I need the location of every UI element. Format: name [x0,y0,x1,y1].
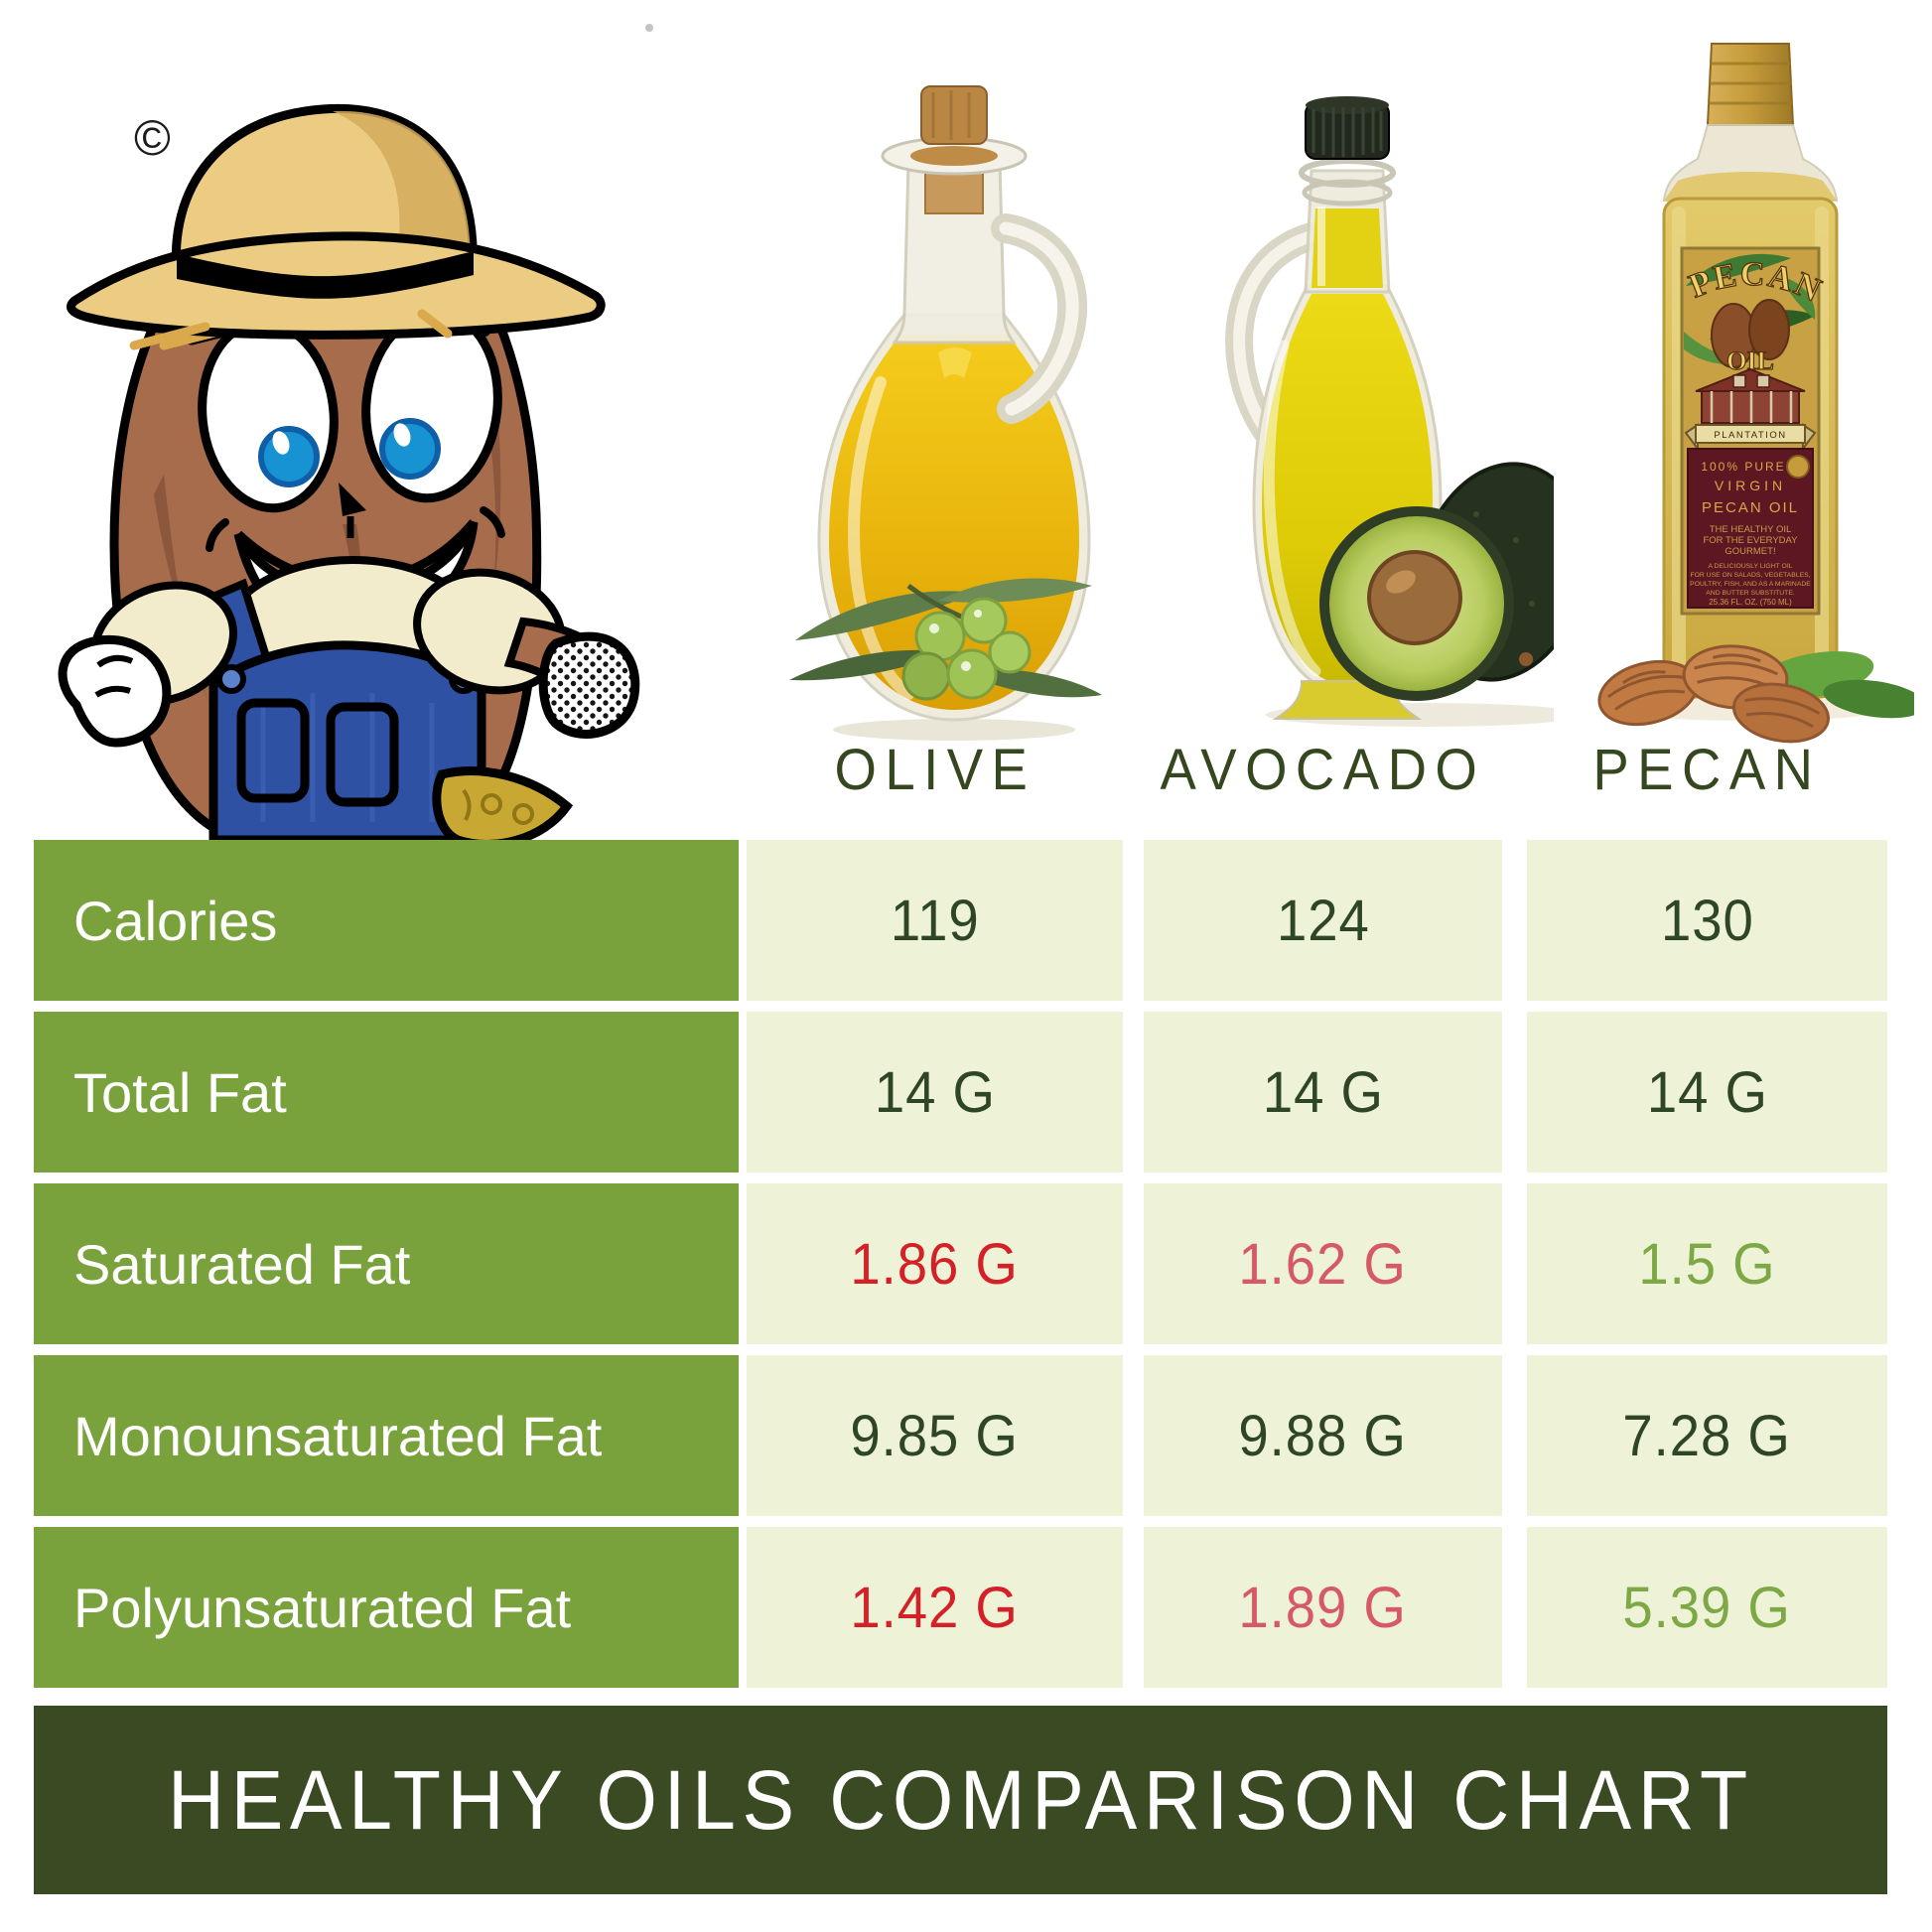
olive-branch [789,578,1102,701]
row-label: Monounsaturated Fat [34,1355,739,1516]
row-label: Total Fat [34,1012,739,1173]
volume-text: 25.36 FL. OZ. (750 ML) [1709,598,1792,607]
svg-text:FOR USE ON SALADS, VEGETABLES,: FOR USE ON SALADS, VEGETABLES, [1690,572,1810,579]
cell-avocado-calories: 124 [1144,840,1502,1001]
table-row-calories: Calories 119 124 130 [34,840,1887,1001]
cell-avocado-monounsaturated-fat: 9.88 G [1144,1355,1502,1516]
svg-text:A DELICIOUSLY LIGHT OIL: A DELICIOUSLY LIGHT OIL [1709,563,1793,570]
plantation-house-art [1695,367,1806,424]
mascot-left-glove [58,581,237,748]
row-label: Saturated Fat [34,1183,739,1344]
pecan-farmer-mascot-illustration: © [58,103,640,842]
title-banner: HEALTHY OILS COMPARISON CHART [34,1706,1887,1894]
column-header-pecan: PECAN [1592,737,1822,802]
maroon-panel: 100% PURE VIRGIN PECAN OIL THE HEALTHY O… [1687,448,1814,609]
page-title: HEALTHY OILS COMPARISON CHART [167,1752,1754,1847]
cell-olive-polyunsaturated-fat: 1.42 G [747,1527,1123,1688]
mascot-gold-kerchief [432,766,574,842]
column-header-avocado: AVOCADO [1160,737,1486,802]
svg-text:AND BUTTER SUBSTITUTE.: AND BUTTER SUBSTITUTE. [1706,590,1795,597]
cell-avocado-saturated-fat: 1.62 G [1144,1183,1502,1344]
table-row-saturated-fat: Saturated Fat 1.86 G 1.62 G 1.5 G [34,1183,1887,1344]
tagline3: GOURMET! [1725,546,1775,557]
cell-pecan-total-fat: 14 G [1527,1012,1887,1173]
cell-olive-monounsaturated-fat: 9.85 G [747,1355,1123,1516]
pure-text: 100% PURE [1701,460,1785,474]
cell-olive-calories: 119 [747,840,1123,1001]
svg-text:POULTRY, FISH, AND AS A MARINA: POULTRY, FISH, AND AS A MARINADE [1690,581,1811,588]
speck-dot [645,24,653,32]
avocado-half [1319,506,1514,701]
olive-oil-bottle-illustration [789,85,1102,741]
row-label: Polyunsaturated Fat [34,1527,739,1688]
oil-column-headers: OLIVE AVOCADO PECAN [34,731,1887,808]
ribbon-text: PLANTATION [1714,430,1786,441]
comparison-table: Calories 119 124 130 Total Fat 14 G 14 G… [34,840,1887,1699]
cork-stopper [920,85,988,145]
row-label: Calories [34,840,739,1001]
cell-pecan-polyunsaturated-fat: 5.39 G [1527,1527,1887,1688]
pecan-oil-bottle-illustration: PECAN OIL PLANTATION 100% PURE VIRGIN [1597,43,1914,744]
cell-avocado-total-fat: 14 G [1144,1012,1502,1173]
bottle-shadow [833,719,1075,741]
cell-pecan-monounsaturated-fat: 7.28 G [1527,1355,1887,1516]
table-row-total-fat: Total Fat 14 G 14 G 14 G [34,1012,1887,1173]
tagline2: FOR THE EVERYDAY [1703,535,1798,546]
label-ribbon: PLANTATION [1684,423,1817,452]
virgin-text: VIRGIN [1715,478,1786,493]
mascot-right-glove [413,568,640,739]
pecan-bottle-label: PECAN OIL PLANTATION 100% PURE VIRGIN [1680,246,1827,616]
pecan-nuts [1597,644,1914,744]
mascot-straw-hat [67,103,606,350]
tagline1: THE HEALTHY OIL [1710,524,1792,535]
cell-pecan-saturated-fat: 1.5 G [1527,1183,1887,1344]
cell-avocado-polyunsaturated-fat: 1.89 G [1144,1527,1502,1688]
header-spacer [34,731,739,808]
copyright-symbol: © [134,110,171,166]
avocado-oil-bottle-illustration [1225,96,1554,727]
table-row-polyunsaturated-fat: Polyunsaturated Fat 1.42 G 1.89 G 5.39 G [34,1527,1887,1688]
table-row-monounsaturated-fat: Monounsaturated Fat 9.85 G 9.88 G 7.28 G [34,1355,1887,1516]
product-text: PECAN OIL [1702,499,1799,516]
gold-seal [1786,455,1810,479]
cell-olive-total-fat: 14 G [747,1012,1123,1173]
column-header-olive: OLIVE [834,737,1035,802]
cell-olive-saturated-fat: 1.86 G [747,1183,1123,1344]
cell-pecan-calories: 130 [1527,840,1887,1001]
